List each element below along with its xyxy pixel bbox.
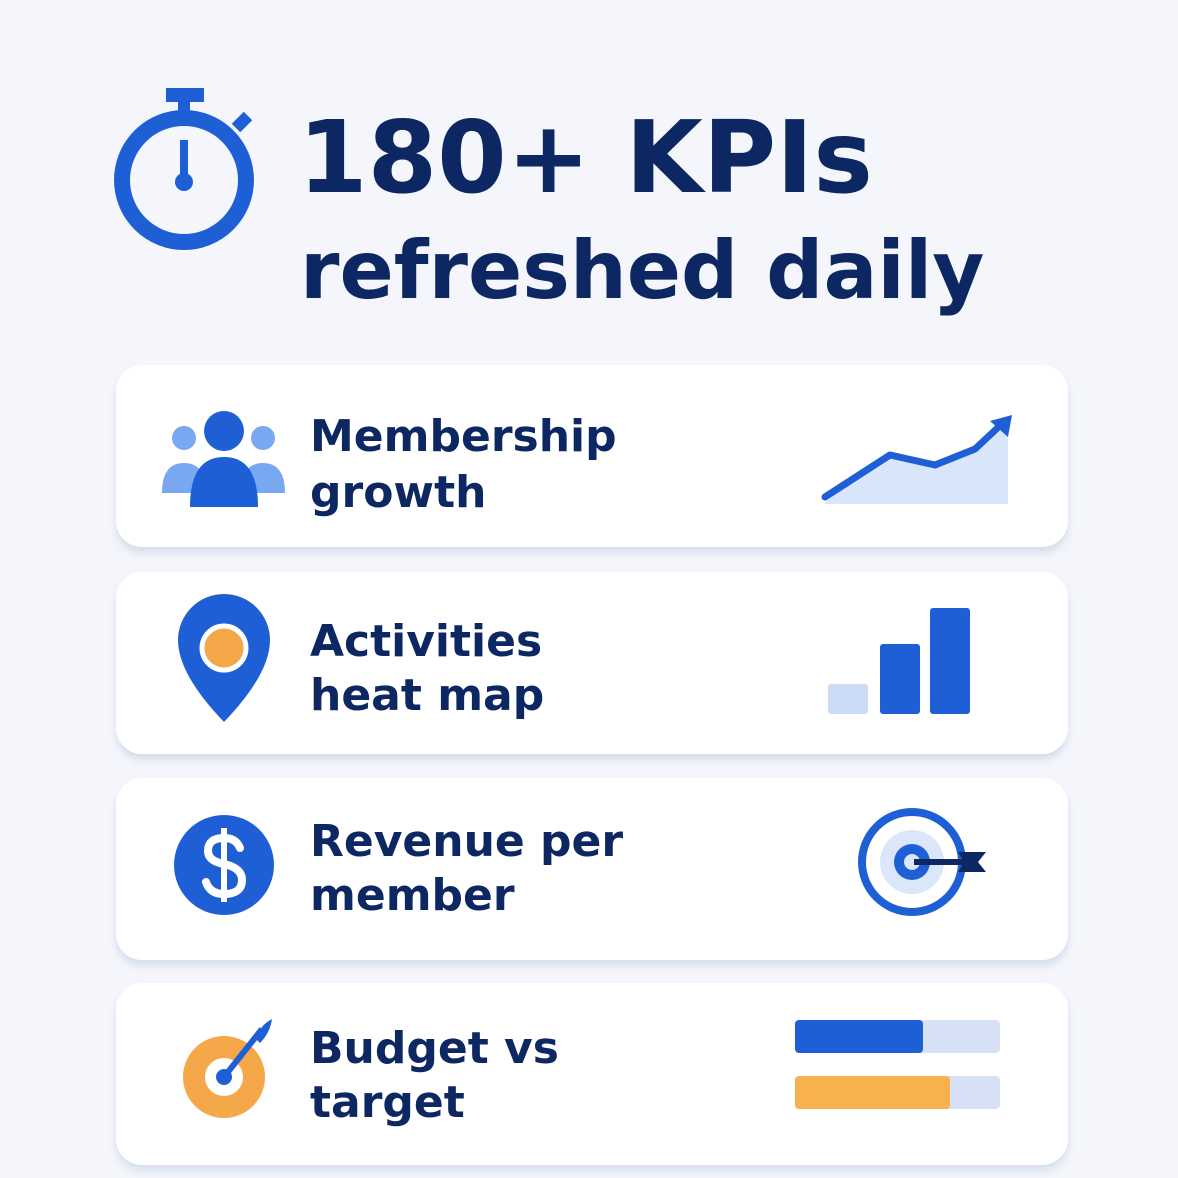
card-label: Activities bbox=[310, 616, 542, 667]
card-label: heat map bbox=[310, 670, 544, 721]
trend-icon bbox=[821, 415, 1012, 504]
card-label: Membership bbox=[310, 411, 617, 462]
kpi-card: Activities heat map bbox=[116, 572, 1068, 754]
subtitle: refreshed daily bbox=[300, 224, 984, 317]
stopwatch-icon bbox=[114, 88, 254, 250]
kpi-card: Membership growth bbox=[116, 365, 1068, 547]
progress-icon bbox=[795, 1020, 1000, 1109]
card-bg bbox=[116, 778, 1068, 960]
card-label: member bbox=[310, 870, 515, 921]
dollar-icon bbox=[174, 815, 274, 915]
pin-icon bbox=[178, 594, 270, 722]
card-label: target bbox=[310, 1077, 465, 1128]
bars-icon bbox=[828, 608, 970, 714]
title: 180+ KPIs bbox=[298, 99, 873, 216]
card-label: Budget vs bbox=[310, 1023, 559, 1074]
card-label: growth bbox=[310, 467, 486, 518]
kpi-card: Revenue per member bbox=[116, 778, 1068, 960]
people-icon bbox=[162, 411, 285, 507]
kpi-card: Budget vs target bbox=[116, 983, 1068, 1165]
target-icon bbox=[858, 808, 986, 916]
card-label: Revenue per bbox=[310, 816, 623, 867]
gauge-icon bbox=[183, 1019, 272, 1118]
